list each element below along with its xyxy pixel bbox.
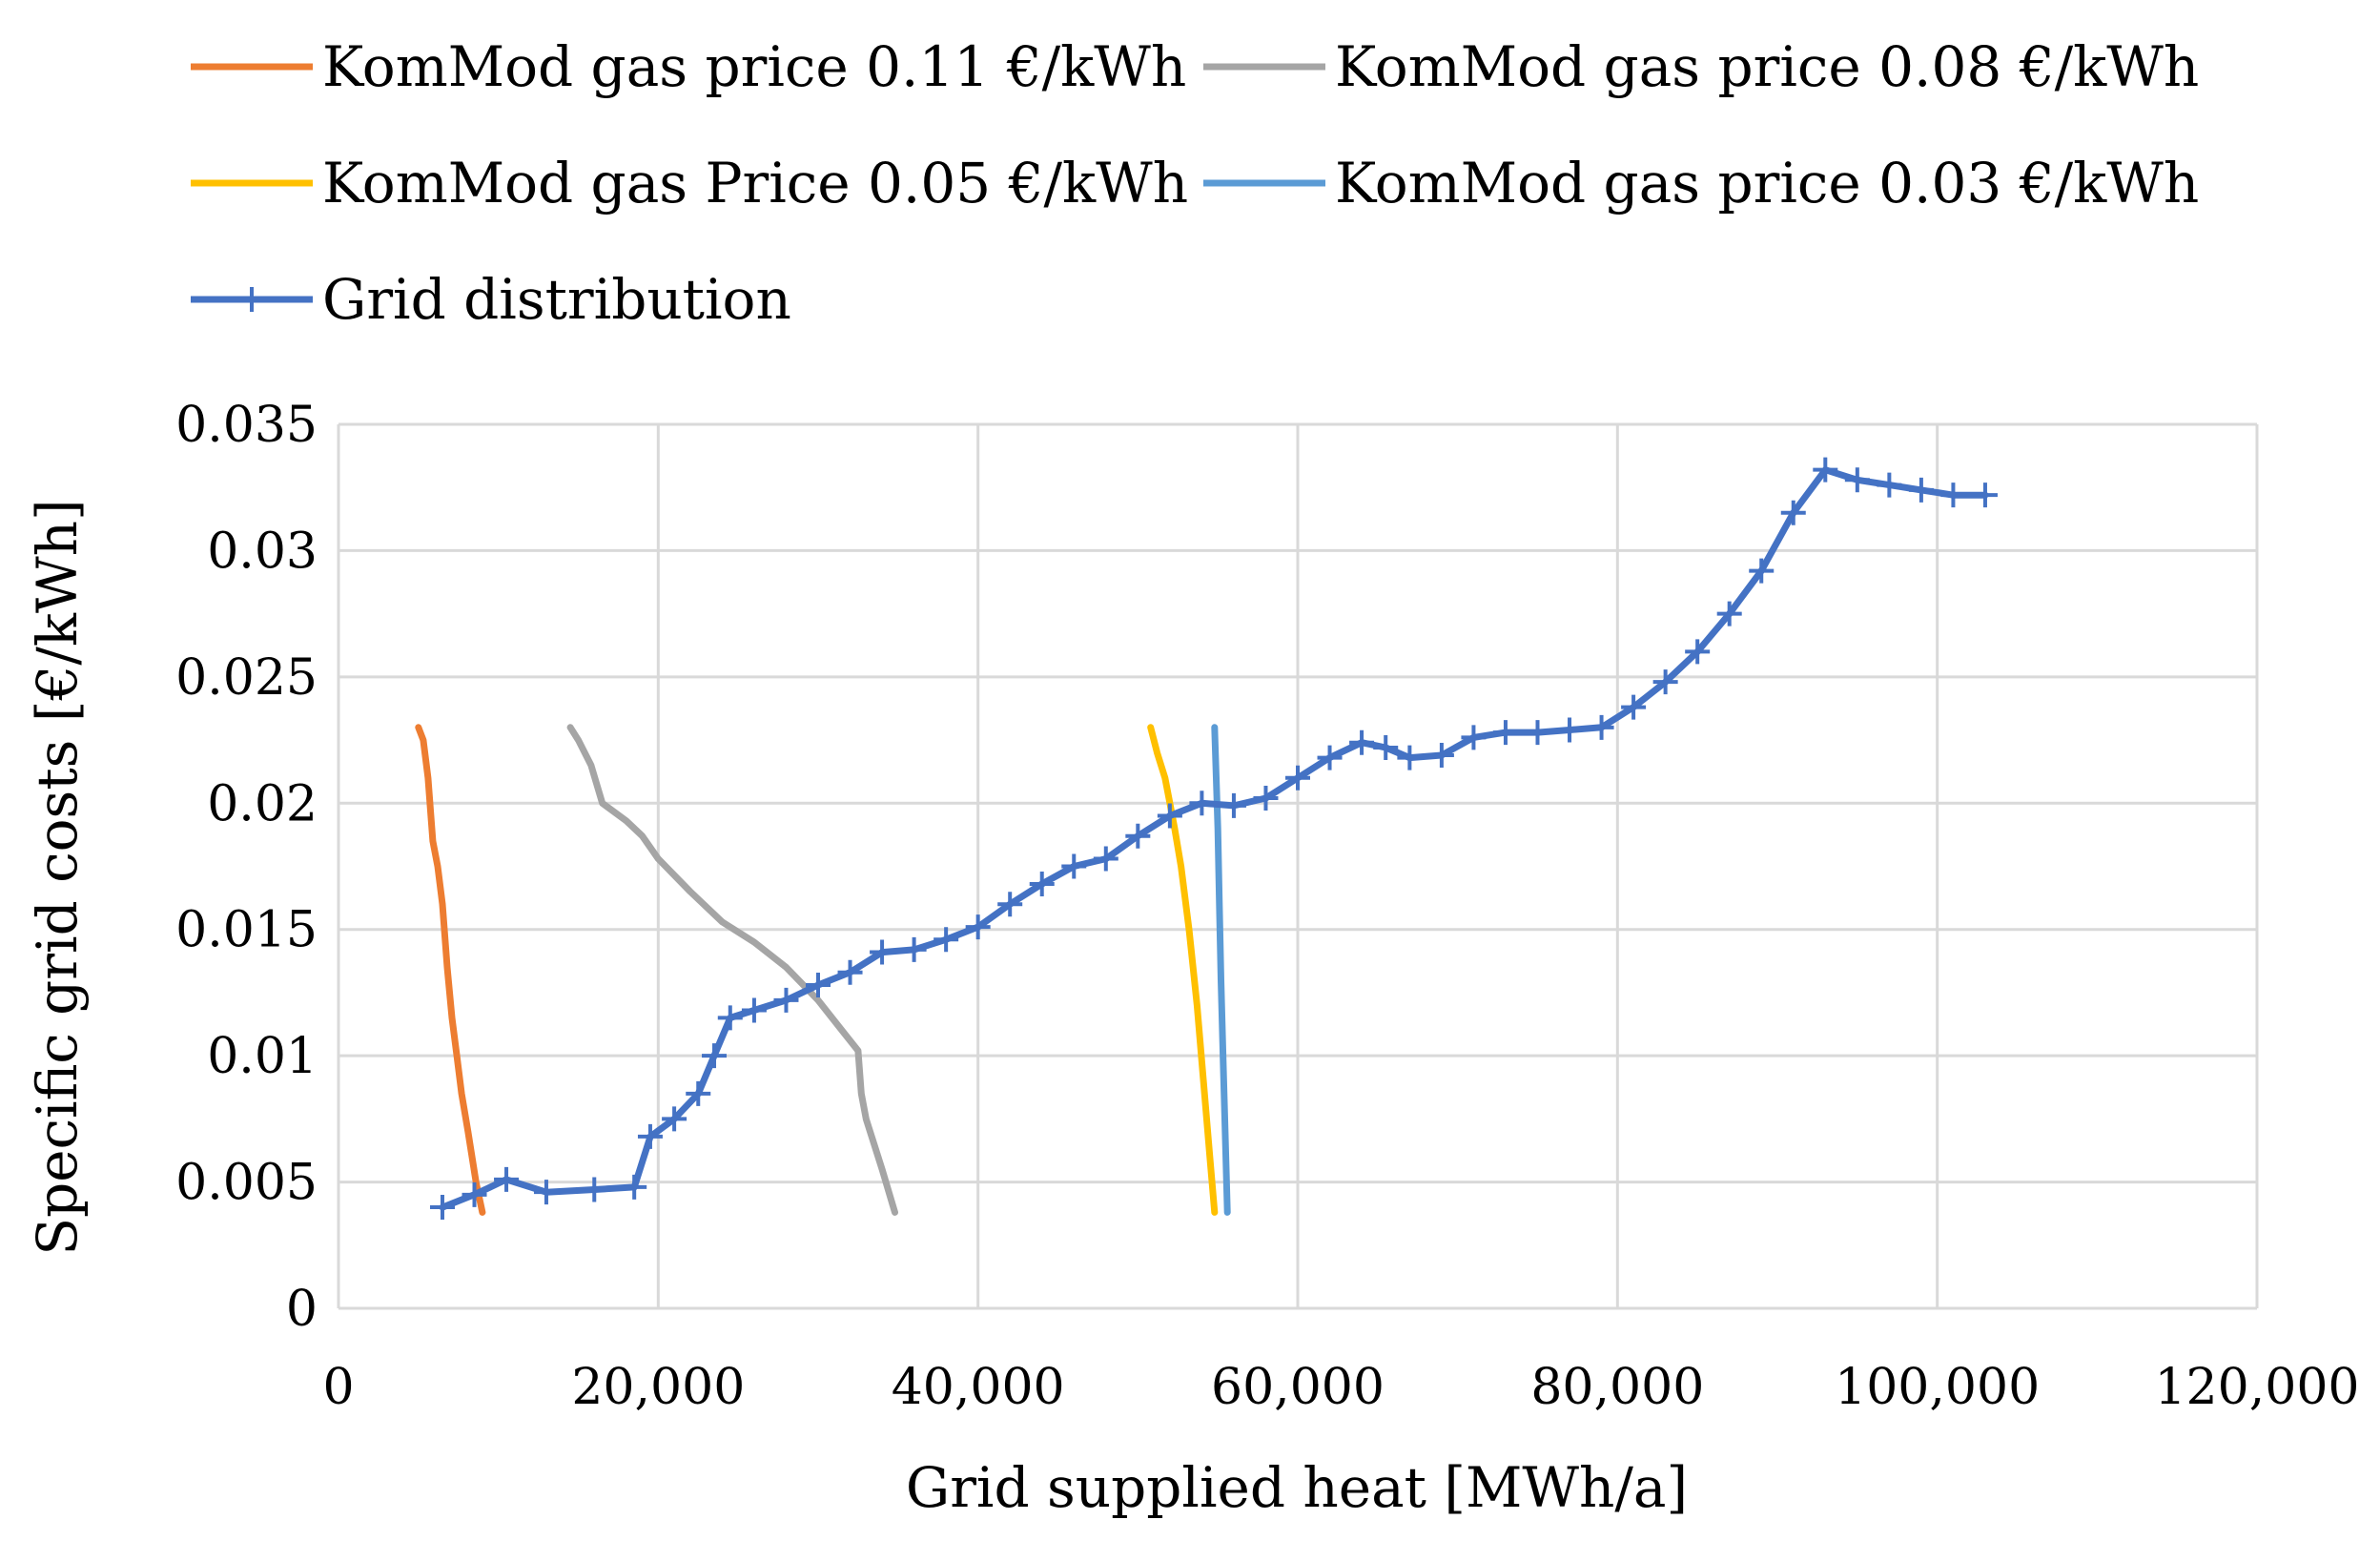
series-4-point [1349,729,1375,755]
axes [337,424,2257,1310]
series-1-line [566,724,898,1216]
x-tick-labels: 0 20,000 40,000 60,000 80,000 100,000 120,000 [322,1359,2359,1416]
series-4-line [439,466,1989,1211]
series-4-point [1221,792,1246,818]
series-4-point [1253,785,1279,811]
series-4-point [1716,601,1742,626]
y-tick-label: 0.015 [175,902,318,959]
series-layer [415,457,1998,1221]
series-2-line [1147,724,1219,1216]
y-tick-label: 0.005 [175,1155,318,1212]
series-4-point [1589,714,1614,740]
y-tick-label: 0 [286,1281,318,1338]
series-4-point [1972,483,1998,508]
x-tick-label: 40,000 [892,1359,1065,1416]
legend-label: KomMod gas price 0.08 €/kWh [1335,34,2199,99]
series-4-point [1157,803,1182,829]
series-4-point [741,997,767,1023]
y-tick-label: 0.01 [207,1028,318,1085]
series-4-point [965,914,991,940]
chart-legend: KomMod gas price 0.11 €/kWh KomMod gas pr… [191,34,2199,332]
legend-marker [239,287,264,312]
series-4-point [870,939,895,965]
series-4-point [1492,720,1518,746]
legend-item: KomMod gas price 0.03 €/kWh [1203,151,2199,216]
x-axis-title: Grid supplied heat [MWh/a] [906,1455,1688,1520]
legend-label: KomMod gas price 0.03 €/kWh [1335,151,2199,216]
legend-label: Grid distribution [322,267,791,332]
series-4-point [1317,745,1343,770]
legend-item: KomMod gas price 0.08 €/kWh [1203,34,2199,99]
series-4-point [702,1043,728,1069]
legend-item: KomMod gas price 0.11 €/kWh [191,34,1186,99]
series-4-point [622,1174,647,1200]
gridlines [339,422,2259,1308]
series-4-point [1189,791,1215,816]
series-4-point [773,987,799,1013]
series-4-point [1029,872,1055,897]
legend-item: Grid distribution [191,267,791,332]
x-tick-label: 120,000 [2154,1359,2359,1416]
series-4-point [1940,483,1966,508]
series-4-point [1908,477,1934,503]
series-0-line [415,724,486,1216]
series-4-point [462,1181,487,1207]
series-4-point [429,1195,455,1221]
series-4-point [1061,853,1087,879]
x-tick-label: 0 [322,1359,354,1416]
y-tick-labels: 0 0.005 0.01 0.015 0.02 0.025 0.03 0.035 [175,397,318,1338]
y-tick-label: 0.025 [175,649,318,707]
x-tick-label: 20,000 [571,1359,745,1416]
series-4-point [1749,558,1775,584]
series-4-point [1461,725,1487,750]
series-4-point [1844,467,1870,493]
series-4-point [1428,742,1454,768]
x-tick-label: 100,000 [1835,1359,2040,1416]
series-4-point [1557,717,1583,743]
series-4-point [806,972,831,997]
x-tick-label: 60,000 [1211,1359,1385,1416]
y-tick-label: 0.03 [207,523,318,580]
series-4-point [934,927,959,953]
series-4-point [662,1106,687,1132]
x-tick-label: 80,000 [1530,1359,1704,1416]
series-4-point [686,1080,711,1106]
series-4-point [1877,472,1902,498]
series-4-point [901,936,927,962]
series-4-point [997,892,1023,917]
legend-label: KomMod gas Price 0.05 €/kWh [322,151,1188,216]
series-4-point [582,1177,607,1202]
y-tick-label: 0.035 [175,397,318,454]
y-axis-title: Specific grid costs [€/kWh] [25,499,90,1255]
series-4-point [1285,765,1310,791]
series-3-line [1211,724,1231,1216]
series-4-point [637,1123,663,1149]
series-4-point [1397,745,1423,770]
series-4-point [837,959,863,985]
series-4-point [494,1166,520,1192]
series-4-point [1813,457,1838,483]
series-4-point [1685,639,1711,665]
series-4-point [1780,500,1806,525]
series-4-point [1621,694,1647,720]
series-4-point [717,1005,743,1031]
y-tick-label: 0.02 [207,775,318,832]
series-4-point [1525,720,1550,746]
series-4-point [533,1180,559,1205]
legend-label: KomMod gas price 0.11 €/kWh [322,34,1186,99]
legend-item: KomMod gas Price 0.05 €/kWh [191,151,1188,216]
series-4-point [1373,735,1399,761]
series-4-point [1652,669,1678,695]
series-4-point [1125,823,1151,849]
series-4-point [1093,846,1118,872]
